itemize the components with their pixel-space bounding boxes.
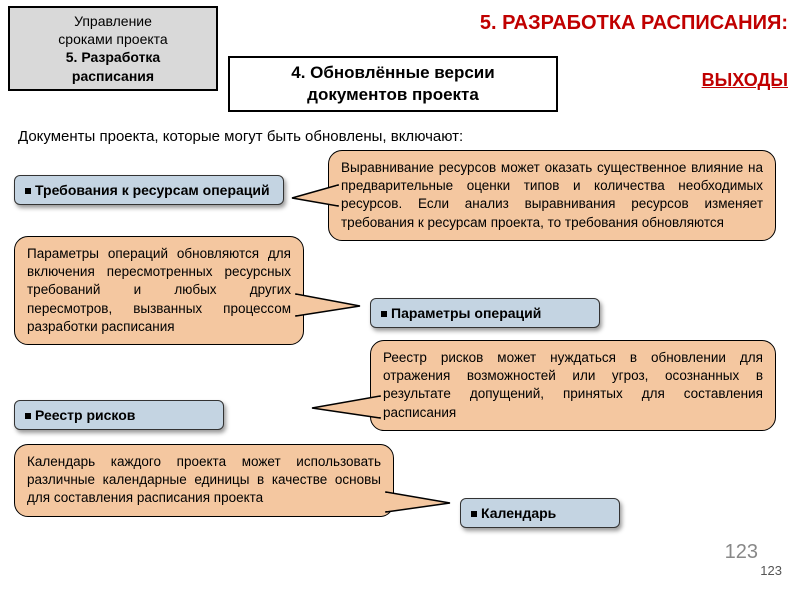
outputs-label: ВЫХОДЫ — [702, 70, 788, 91]
bubble4-tail — [384, 486, 454, 522]
pill-calendar: Календарь — [460, 498, 620, 528]
bubble-resource-leveling: Выравнивание ресурсов может оказать суще… — [328, 150, 776, 241]
bubble1-tail — [290, 178, 340, 218]
header-left-line2: сроками проекта — [18, 30, 208, 48]
pill-risk-register: Реестр рисков — [14, 400, 224, 430]
bubble-resource-leveling-text: Выравнивание ресурсов может оказать суще… — [341, 160, 763, 230]
bubble3-tail — [310, 390, 382, 428]
bullet-icon — [25, 413, 31, 419]
center-box: 4. Обновлённые версии документов проекта — [228, 56, 558, 112]
bubble-activity-params: Параметры операций обновляются для включ… — [14, 236, 304, 345]
subtitle-text: Документы проекта, которые могут быть об… — [18, 128, 463, 145]
page-number-big: 123 — [725, 541, 758, 564]
pill-activity-params-text: Параметры операций — [391, 305, 541, 321]
bubble-calendar-text: Календарь каждого проекта может использо… — [27, 454, 381, 505]
page-number-small: 123 — [760, 563, 782, 578]
pill-resource-requirements-text: Требования к ресурсам операций — [35, 182, 270, 198]
pill-calendar-text: Календарь — [481, 505, 556, 521]
center-box-line2: документов проекта — [238, 84, 548, 106]
bubble-activity-params-text: Параметры операций обновляются для включ… — [27, 246, 291, 334]
pill-risk-register-text: Реестр рисков — [35, 407, 135, 423]
header-left-line3: 5. Разработка — [18, 48, 208, 66]
header-left-line1: Управление — [18, 12, 208, 30]
slide-title: 5. РАЗРАБОТКА РАСПИСАНИЯ: — [480, 12, 788, 35]
header-left-box: Управление сроками проекта 5. Разработка… — [8, 6, 218, 91]
center-box-line1: 4. Обновлённые версии — [238, 62, 548, 84]
bullet-icon — [381, 311, 387, 317]
bullet-icon — [25, 188, 31, 194]
bubble-risk-register-text: Реестр рисков может нуждаться в обновлен… — [383, 350, 763, 420]
bubble2-tail — [294, 288, 364, 328]
bubble-risk-register: Реестр рисков может нуждаться в обновлен… — [370, 340, 776, 431]
pill-activity-params: Параметры операций — [370, 298, 600, 328]
bullet-icon — [471, 511, 477, 517]
bubble-calendar: Календарь каждого проекта может использо… — [14, 444, 394, 517]
header-left-line4: расписания — [18, 67, 208, 85]
pill-resource-requirements: Требования к ресурсам операций — [14, 175, 284, 205]
